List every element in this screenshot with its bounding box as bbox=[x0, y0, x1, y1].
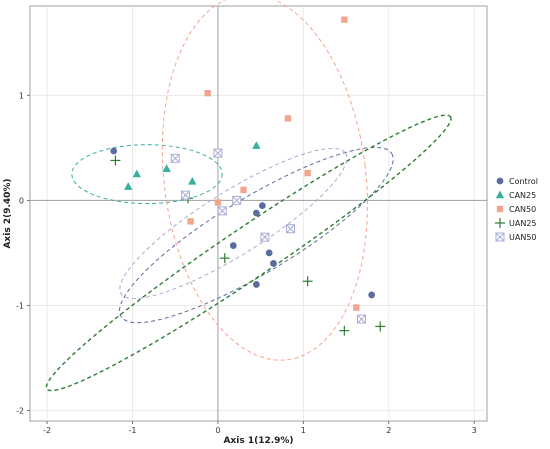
ellipse-can50 bbox=[161, 0, 368, 361]
x-tick-label: -1 bbox=[129, 426, 137, 435]
point-can25 bbox=[252, 141, 261, 149]
point-control bbox=[368, 291, 376, 299]
legend-marker-control bbox=[496, 177, 504, 185]
point-can50 bbox=[304, 169, 311, 177]
ellipse-uan25-group bbox=[45, 114, 452, 392]
legend-item-can50: CAN50 bbox=[496, 205, 536, 214]
point-control bbox=[229, 242, 237, 249]
point-can50 bbox=[353, 304, 360, 311]
x-axis-title: Axis 1(12.9%) bbox=[223, 436, 293, 444]
legend-label: UAN25 bbox=[509, 219, 537, 228]
point-control bbox=[110, 147, 118, 155]
point-uan25 bbox=[375, 321, 386, 332]
point-uan50 bbox=[217, 206, 227, 216]
legend-marker-uan50 bbox=[495, 232, 505, 242]
point-can25 bbox=[188, 176, 197, 185]
point-can50 bbox=[284, 115, 292, 122]
point-uan50 bbox=[170, 153, 180, 163]
point-uan25 bbox=[219, 253, 230, 264]
point-uan50 bbox=[232, 195, 242, 205]
point-can25 bbox=[132, 169, 141, 178]
legend-label: CAN25 bbox=[509, 191, 536, 200]
point-can50 bbox=[341, 16, 348, 23]
series-control bbox=[110, 147, 376, 299]
point-can50 bbox=[240, 186, 247, 194]
point-control bbox=[252, 209, 260, 217]
point-can25 bbox=[162, 164, 171, 173]
point-can50 bbox=[204, 90, 211, 97]
legend-label: Control bbox=[509, 177, 538, 186]
legend-item-can25: CAN25 bbox=[495, 190, 536, 200]
cross-b bbox=[357, 314, 366, 324]
point-uan50 bbox=[213, 148, 223, 158]
series-can25 bbox=[124, 141, 261, 190]
ellipse-can25-group bbox=[71, 144, 223, 205]
point-control bbox=[252, 281, 260, 288]
y-axis-title: Axis 2(9.40%) bbox=[3, 178, 13, 248]
point-can50 bbox=[187, 218, 194, 225]
point-uan50 bbox=[286, 224, 296, 234]
legend-marker-can50 bbox=[496, 205, 504, 213]
legend-item-uan50: UAN50 bbox=[495, 232, 537, 242]
point-can50 bbox=[214, 199, 222, 206]
ellipse-can25 bbox=[71, 144, 223, 205]
x-tick-label: 3 bbox=[472, 426, 477, 435]
cross-b bbox=[286, 224, 295, 234]
point-uan50 bbox=[180, 190, 190, 200]
legend-item-uan25: UAN25 bbox=[495, 218, 537, 228]
y-tick-label: 0 bbox=[19, 196, 24, 205]
point-uan25 bbox=[339, 325, 350, 336]
legend-marker-uan25 bbox=[495, 218, 505, 228]
legend-label: CAN50 bbox=[509, 205, 536, 214]
point-control bbox=[265, 249, 273, 257]
legend-label: UAN50 bbox=[509, 233, 537, 242]
ellipse-can50-group bbox=[161, 0, 368, 361]
ellipse-uan25 bbox=[45, 114, 452, 392]
cross-b bbox=[232, 196, 242, 205]
cross-b bbox=[181, 190, 190, 200]
x-tick-label: -2 bbox=[43, 426, 51, 435]
point-control bbox=[270, 260, 277, 267]
point-control bbox=[258, 202, 266, 210]
cross-b bbox=[495, 232, 505, 242]
legend: Control CAN25 CAN50 UAN25 UAN50 bbox=[495, 177, 538, 242]
point-uan50 bbox=[260, 232, 270, 242]
series-uan50 bbox=[170, 148, 366, 324]
point-uan25 bbox=[302, 276, 313, 287]
y-tick-label: 1 bbox=[19, 91, 24, 100]
cross-b bbox=[260, 232, 270, 242]
x-tick-label: 2 bbox=[386, 426, 391, 435]
cross-b bbox=[217, 206, 227, 216]
point-can25 bbox=[124, 182, 133, 190]
cross-b bbox=[170, 153, 180, 163]
point-uan25 bbox=[110, 155, 121, 166]
x-tick-label: 1 bbox=[301, 426, 306, 435]
y-tick-label: -1 bbox=[16, 301, 24, 310]
series-can50 bbox=[187, 16, 360, 311]
point-uan50 bbox=[356, 314, 366, 324]
legend-marker-can25 bbox=[495, 190, 505, 199]
x-tick-label: 0 bbox=[215, 426, 220, 435]
cross-b bbox=[213, 148, 223, 158]
legend-item-control: Control bbox=[496, 177, 538, 186]
y-tick-label: -2 bbox=[16, 406, 24, 415]
